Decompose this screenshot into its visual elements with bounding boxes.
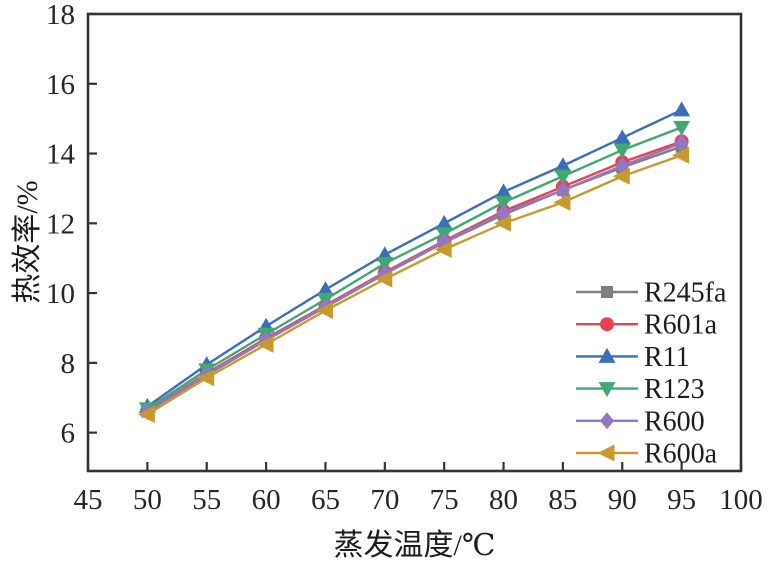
legend-label-R245fa: R245fa [644,278,727,309]
marker-R600a [197,369,215,387]
x-tick-label: 55 [192,484,221,516]
x-tick-label: 45 [74,484,103,516]
legend-label-R601a: R601a [644,310,718,341]
legend-label-R123: R123 [644,374,705,405]
marker-R600a [672,146,690,164]
marker-R600a [137,405,155,423]
x-tick-label: 100 [719,484,763,516]
legend-marker-R11 [598,347,616,363]
marker-R11 [613,129,631,145]
x-tick-label: 60 [252,484,281,516]
legend-label-R600a: R600a [644,439,718,470]
y-tick-label: 18 [46,0,75,31]
marker-R11 [673,101,691,117]
marker-R600a [315,302,333,320]
marker-R11 [435,214,453,230]
y-tick-label: 6 [61,418,76,450]
plot-frame [86,12,743,473]
x-tick-label: 95 [667,484,696,516]
marker-R600 [674,134,689,152]
x-axis-title: 蒸发温度/℃ [333,529,496,562]
y-tick-label: 12 [46,208,75,240]
marker-R600a [375,270,393,288]
marker-R600a [434,240,452,258]
marker-R123 [554,169,572,185]
x-tick-label: 50 [133,484,162,516]
marker-R11 [495,183,513,199]
y-tick-label: 8 [61,348,76,380]
marker-R600a [553,193,571,211]
y-tick-label: 16 [46,69,75,101]
series-line-R600a [146,154,683,416]
marker-R600 [555,181,570,199]
legend-label-R600: R600 [644,406,705,437]
marker-R600a [256,335,274,353]
marker-R600a [494,214,512,232]
x-tick-label: 75 [430,484,459,516]
marker-R600a [612,167,630,185]
x-tick-label: 70 [370,484,399,516]
legend-label-R11: R11 [644,342,690,373]
x-tick-label: 65 [311,484,340,516]
legend-marker-R600 [600,412,614,430]
legend-marker-R600a [597,444,615,462]
x-tick-label: 85 [548,484,577,516]
series-line-R601a [146,140,683,413]
marker-R11 [316,281,334,297]
legend-marker-R245fa [601,286,613,298]
series-line-R600 [146,141,683,413]
y-axis-title: 热效率/% [11,180,44,304]
marker-R123 [673,120,691,136]
series-line-R11 [146,108,683,408]
legend-marker-R601a [600,317,614,332]
marker-R11 [554,157,572,173]
series-line-R123 [146,126,683,410]
y-tick-label: 14 [46,139,76,171]
x-tick-label: 80 [489,484,518,516]
marker-R123 [376,256,394,272]
marker-R123 [495,195,513,211]
marker-R123 [613,143,631,159]
y-tick-label: 10 [46,278,75,310]
legend-marker-R123 [598,382,616,398]
x-tick-label: 90 [608,484,637,516]
